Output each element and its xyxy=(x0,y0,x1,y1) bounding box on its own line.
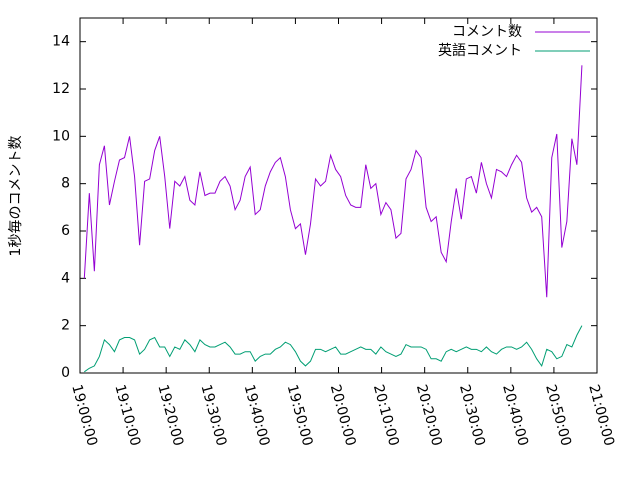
y-tick-label: 14 xyxy=(52,34,70,50)
plot-border xyxy=(79,17,598,374)
x-tick-label: 20:10:00 xyxy=(370,383,402,448)
y-tick-label: 0 xyxy=(61,365,70,381)
x-tick-label: 19:20:00 xyxy=(154,383,186,448)
series-line xyxy=(83,65,583,298)
x-tick-label: 20:30:00 xyxy=(456,383,488,448)
x-tick-label: 19:40:00 xyxy=(241,383,273,448)
series-line xyxy=(84,325,583,373)
x-tick-label: 20:40:00 xyxy=(499,383,531,448)
y-tick-label: 6 xyxy=(61,223,70,239)
y-axis-label: 1秒毎のコメント数 xyxy=(8,136,24,257)
y-tick-label: 12 xyxy=(52,81,70,97)
x-tick-label: 19:50:00 xyxy=(284,383,316,448)
x-tick-label: 20:50:00 xyxy=(542,383,574,448)
legend-label: コメント数 xyxy=(452,24,522,40)
x-tick-label: 20:20:00 xyxy=(413,383,445,448)
y-tick-label: 8 xyxy=(61,176,70,192)
x-tick-label: 19:30:00 xyxy=(198,383,230,448)
x-tick-label: 20:00:00 xyxy=(327,383,359,448)
x-tick-label: 19:10:00 xyxy=(111,383,143,448)
y-tick-label: 10 xyxy=(52,128,70,144)
y-tick-label: 2 xyxy=(61,318,70,334)
y-tick-label: 4 xyxy=(61,270,70,286)
x-tick-label: 19:00:00 xyxy=(68,383,100,448)
legend-label: 英語コメント xyxy=(438,42,522,59)
x-tick-label: 21:00:00 xyxy=(585,383,617,448)
